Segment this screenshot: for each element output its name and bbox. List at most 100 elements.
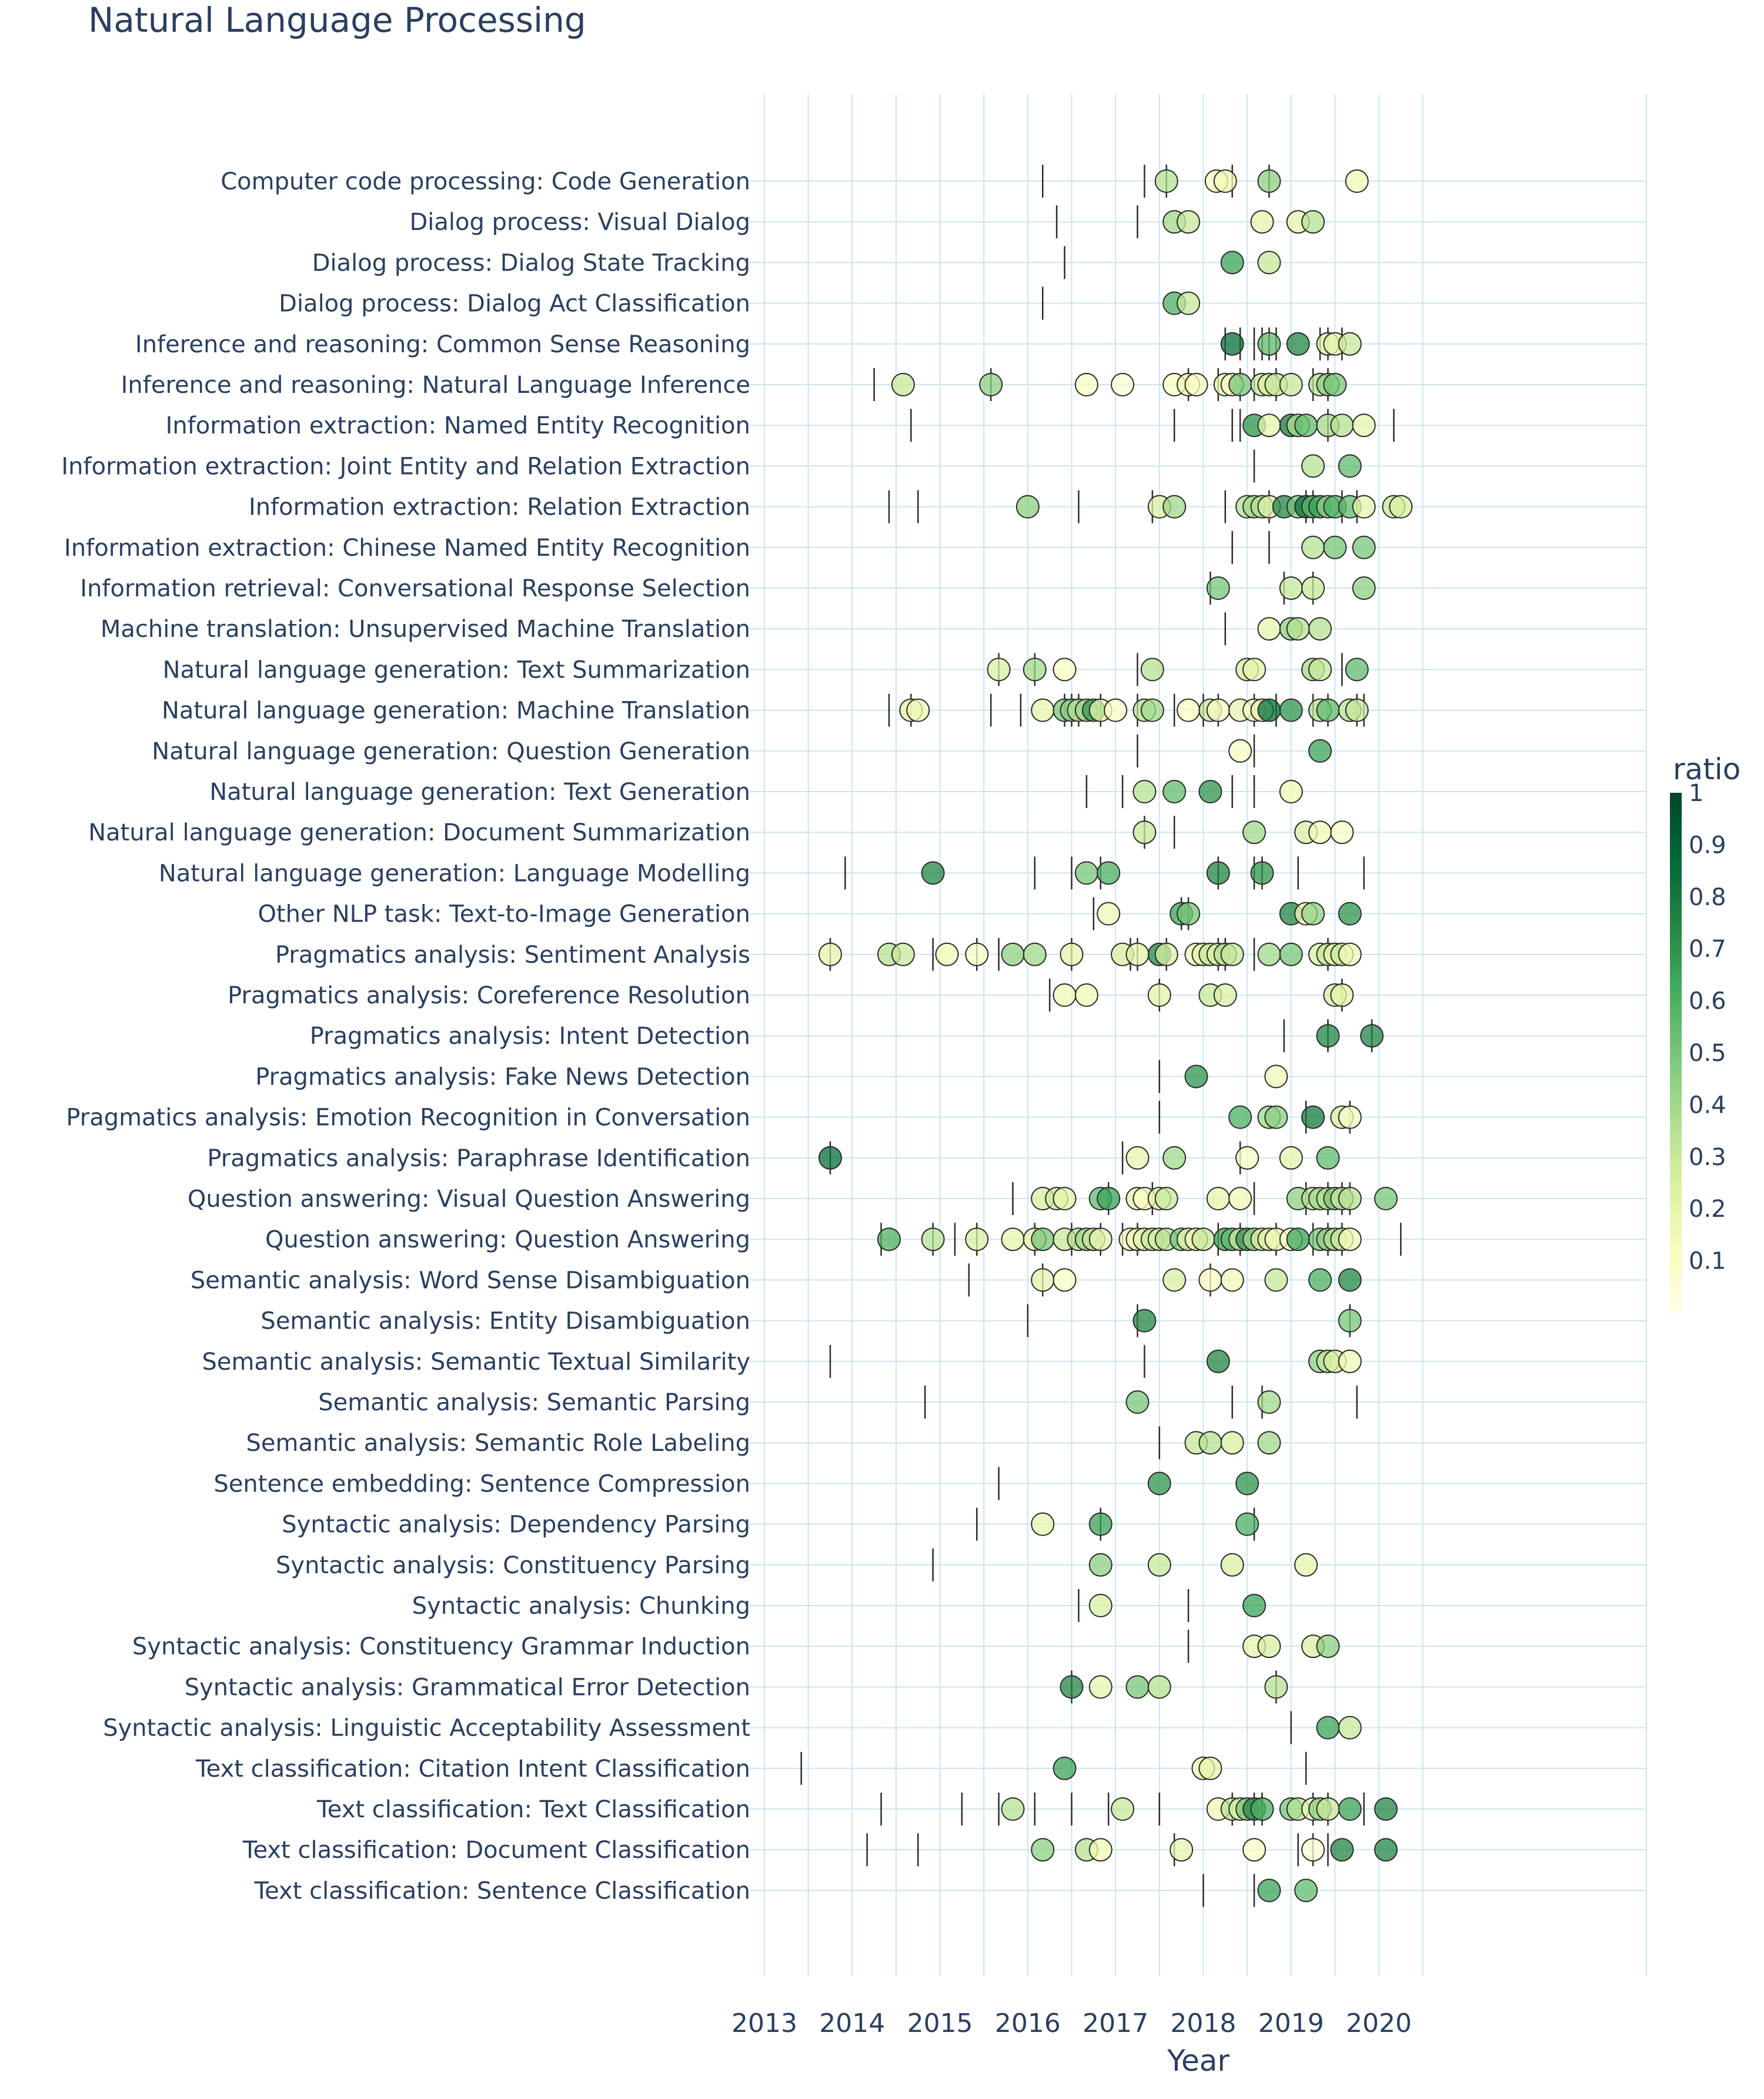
x-axis-title: Year xyxy=(1167,2044,1230,2078)
data-point xyxy=(1198,1268,1222,1292)
data-point xyxy=(1031,1838,1055,1862)
y-tick-label: Pragmatics analysis: Coreference Resolut… xyxy=(228,982,750,1009)
data-point xyxy=(1177,902,1201,926)
y-tick-label: Information retrieval: Conversational Re… xyxy=(80,575,750,602)
data-point xyxy=(1338,454,1362,478)
data-point xyxy=(1132,820,1157,845)
y-tick-label: Syntactic analysis: Grammatical Error De… xyxy=(185,1674,750,1701)
data-point xyxy=(1198,1756,1222,1780)
y-tick-label: Dialog process: Dialog State Tracking xyxy=(312,249,750,276)
data-point xyxy=(1242,1594,1267,1617)
data-point xyxy=(1097,902,1121,926)
colorbar-tick-label: 0.3 xyxy=(1689,1144,1726,1171)
data-point xyxy=(1374,1838,1398,1862)
data-point xyxy=(1264,1268,1288,1292)
data-point xyxy=(1338,1716,1362,1740)
data-point xyxy=(1184,1064,1208,1089)
y-tick-label: Semantic analysis: Semantic Role Labelin… xyxy=(246,1430,750,1457)
data-point xyxy=(1088,1675,1112,1699)
data-point xyxy=(891,942,915,966)
data-point xyxy=(1074,861,1098,885)
y-tick-label: Sentence embedding: Sentence Compression xyxy=(213,1470,750,1497)
data-point xyxy=(1111,373,1135,396)
y-tick-label: Natural language generation: Machine Tra… xyxy=(162,698,750,725)
data-point xyxy=(1235,1512,1259,1536)
data-point xyxy=(1345,698,1369,722)
data-point xyxy=(1257,617,1281,641)
data-point xyxy=(1286,332,1310,356)
data-point xyxy=(1031,1512,1055,1536)
data-point xyxy=(1088,1594,1112,1617)
x-tick-label: 2013 xyxy=(731,2008,797,2038)
x-tick-label: 2017 xyxy=(1083,2008,1148,2038)
data-point xyxy=(1286,617,1310,641)
data-point xyxy=(1338,1797,1362,1821)
data-point xyxy=(1206,1187,1230,1210)
y-tick-label: Information extraction: Joint Entity and… xyxy=(61,453,750,480)
data-point xyxy=(1330,983,1354,1007)
colorbar-tick-label: 0.7 xyxy=(1689,936,1726,963)
data-point xyxy=(1338,332,1362,356)
y-tick-label: Machine translation: Unsupervised Machin… xyxy=(101,616,750,643)
data-point xyxy=(1242,820,1267,845)
y-tick-label: Question answering: Visual Question Answ… xyxy=(188,1186,750,1213)
y-tick-label: Semantic analysis: Entity Disambiguation xyxy=(260,1308,750,1335)
data-point xyxy=(1250,861,1274,885)
data-point xyxy=(1338,1349,1362,1373)
data-point xyxy=(1031,1227,1055,1252)
y-tick-label: Information extraction: Named Entity Rec… xyxy=(166,412,750,439)
data-point xyxy=(1330,820,1354,845)
x-tick-label: 2016 xyxy=(995,2008,1061,2038)
colorbar-tick-label: 0.9 xyxy=(1689,832,1726,859)
data-point xyxy=(1338,1309,1362,1333)
y-tick-label: Text classification: Sentence Classifica… xyxy=(253,1877,750,1904)
y-tick-label: Dialog process: Visual Dialog xyxy=(409,209,750,236)
data-point xyxy=(1001,1797,1025,1821)
data-point xyxy=(1257,332,1281,356)
data-point xyxy=(1323,535,1347,559)
data-point xyxy=(1279,1146,1303,1170)
data-point xyxy=(1330,413,1354,438)
data-point xyxy=(1147,1675,1171,1699)
data-point xyxy=(921,1227,945,1252)
y-tick-label: Natural language generation: Text Genera… xyxy=(209,779,750,806)
data-point xyxy=(1162,780,1187,803)
data-point xyxy=(1074,983,1098,1007)
data-point xyxy=(1338,942,1362,966)
y-tick-label: Natural language generation: Document Su… xyxy=(88,819,750,846)
data-point xyxy=(979,373,1003,396)
data-point xyxy=(1088,1838,1112,1862)
y-tick-label: Pragmatics analysis: Intent Detection xyxy=(310,1023,750,1050)
data-point xyxy=(921,861,945,885)
data-point xyxy=(1053,1756,1077,1780)
data-point xyxy=(1088,1512,1112,1536)
data-point xyxy=(1301,902,1325,926)
data-point xyxy=(965,942,989,966)
data-point xyxy=(1301,1838,1325,1862)
data-point xyxy=(1301,576,1325,600)
data-point xyxy=(1177,698,1201,722)
data-point xyxy=(1257,413,1281,438)
y-tick-label: Syntactic analysis: Chunking xyxy=(412,1593,750,1620)
data-point xyxy=(1220,332,1244,356)
data-point xyxy=(1345,169,1369,193)
data-point xyxy=(1338,1187,1362,1210)
y-tick-label: Syntactic analysis: Constituency Grammar… xyxy=(132,1633,750,1660)
data-point xyxy=(1235,1146,1259,1170)
data-point xyxy=(1308,739,1332,763)
y-tick-label: Computer code processing: Code Generatio… xyxy=(220,168,750,195)
data-point xyxy=(1060,1675,1084,1699)
data-point xyxy=(1154,1187,1178,1210)
data-point xyxy=(1352,495,1376,519)
data-point xyxy=(1316,698,1340,722)
data-point xyxy=(1213,983,1237,1007)
x-tick-label: 2020 xyxy=(1346,2008,1412,2038)
data-point xyxy=(1316,1716,1340,1740)
data-point xyxy=(1053,1187,1077,1210)
data-point xyxy=(1257,698,1281,722)
data-point xyxy=(1235,1471,1259,1496)
data-point xyxy=(1213,169,1237,193)
y-tick-label: Pragmatics analysis: Paraphrase Identifi… xyxy=(207,1145,750,1172)
data-point xyxy=(1053,658,1077,682)
